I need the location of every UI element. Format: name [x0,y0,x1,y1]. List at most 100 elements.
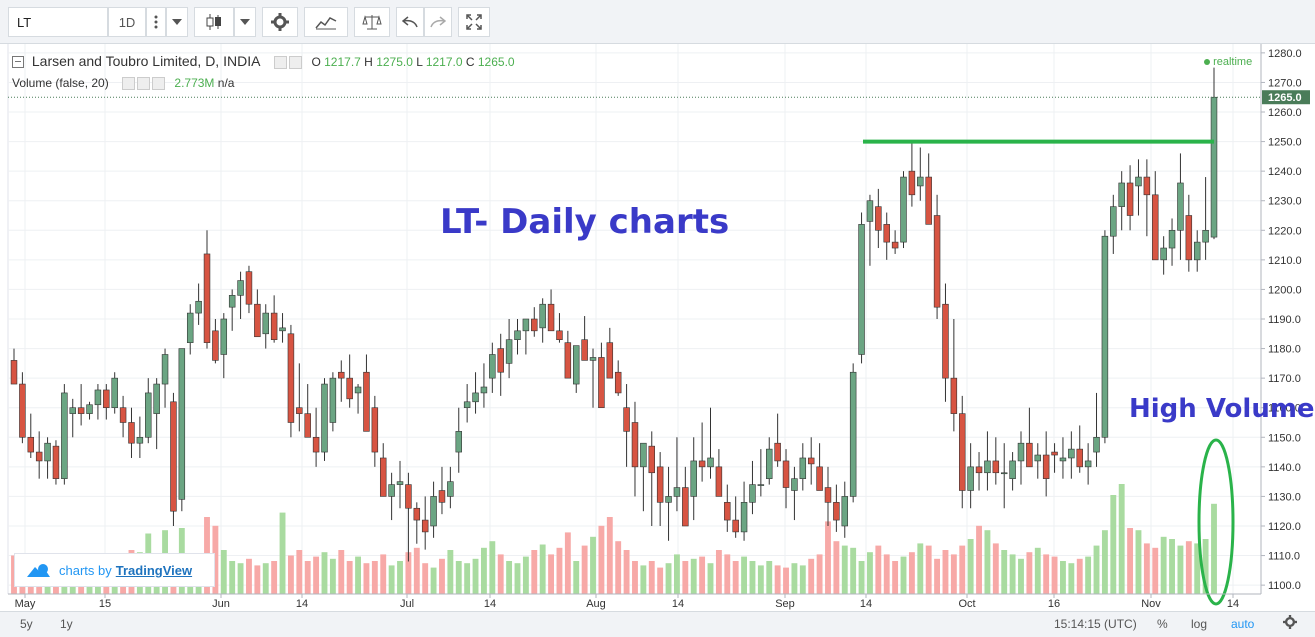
volume-bar [632,561,638,594]
fullscreen-icon[interactable] [458,7,490,37]
volume-bar [959,545,966,594]
volume-bar [808,558,815,594]
eye-icon-2[interactable] [122,77,136,91]
candle-body [933,215,941,308]
time-tick-label: 16 [1048,598,1060,610]
realtime-dot-icon [1204,59,1210,66]
volume-bar [1060,561,1066,594]
volume-bar [816,554,823,594]
candle-body [1210,96,1218,238]
volume-bar [606,517,613,594]
volume-bar [741,556,748,594]
indicators-icon[interactable] [304,7,348,37]
redo-icon[interactable] [424,7,452,37]
candle-body [304,413,311,438]
price-chart[interactable]: 1100.0 1110.0 1120.0 1130.0 1140.0 1150.0 1160… [0,44,1315,614]
eye-icon[interactable] [273,55,287,69]
settings-small-icon[interactable] [288,55,302,69]
price-tick-label: 1170.0 [1268,373,1301,385]
price-tick-label: 1200.0 [1268,284,1302,296]
range-1y-button[interactable]: 1y [60,617,73,631]
more-vertical-icon[interactable] [146,7,166,37]
candle-body [967,466,974,491]
candle-body [52,445,60,479]
candle-body [782,460,790,488]
candles [10,67,1218,562]
time-axis: May 15 Jun 14 Jul 14 Aug 14 Sep 14 Oct 16 Nov 14 [8,593,1261,610]
candle-body [44,442,51,462]
candle-body [1118,182,1125,207]
price-tick-label: 1210.0 [1268,255,1302,267]
volume-bar [321,552,328,594]
low-label: L [416,55,423,69]
candle-body [791,478,798,491]
candle-body [682,487,689,527]
volume-bar [665,563,672,594]
candle-body [841,496,849,527]
volume-bar [1018,558,1024,594]
symbol-input[interactable]: LT [8,7,108,37]
compare-scale-icon[interactable] [354,7,390,37]
candle-body [94,389,102,406]
open-label: O [311,55,321,69]
high-volume-ellipse [1197,438,1235,606]
candle-body [992,460,1000,474]
settings-gear-icon[interactable] [1283,615,1297,632]
volume-bar [967,539,974,594]
undo-icon[interactable] [396,7,424,37]
annotation-overlays [8,96,1261,606]
collapse-icon[interactable] [12,56,24,69]
candle-body [749,484,756,503]
auto-toggle[interactable]: auto [1231,617,1255,631]
volume-bar [799,565,806,594]
range-5y-button[interactable]: 5y [20,617,33,631]
candle-body [665,496,672,503]
candle-body [329,377,337,423]
volume-bar [724,554,731,594]
volume-bar [682,561,689,594]
tradingview-badge[interactable]: charts by TradingView [14,553,215,587]
candle-body [237,280,244,296]
candle-body [178,348,186,500]
candle-body [950,377,958,414]
settings-small-icon-2[interactable] [137,77,151,91]
volume-bar [422,563,429,594]
chart-grid [7,44,1261,594]
chevron-down-icon-2[interactable] [234,7,256,37]
top-toolbar: LT 1D [0,0,1315,44]
close-small-icon[interactable] [152,77,166,91]
high-label: H [364,55,373,69]
volume-label: Volume (false, 20) [12,76,109,90]
candle-body [1202,229,1209,243]
volume-bar [942,550,949,594]
gear-icon[interactable] [262,7,298,37]
volume-bar [464,563,471,594]
candle-body [61,392,68,479]
candle-body [363,371,370,432]
candle-body [514,330,521,340]
volume-bar [992,543,999,594]
candle-body [883,224,890,243]
chevron-down-icon[interactable] [166,7,188,37]
candle-body [186,312,194,343]
interval-button[interactable]: 1D [108,7,146,37]
candle-body [270,312,278,340]
candle-body [279,327,286,332]
low-value: 1217.0 [425,55,463,69]
candles-style-icon[interactable] [194,7,234,37]
volume-bar [430,567,437,594]
volume-bar [472,558,479,594]
volume-bar [455,561,462,594]
candle-body [891,241,899,249]
candle-body [136,436,144,444]
volume-bar [371,561,378,594]
log-toggle[interactable]: log [1191,617,1208,631]
candle-body [1135,176,1142,187]
percent-toggle[interactable]: % [1157,617,1168,631]
time-tick-label: Nov [1141,598,1161,610]
volume-bar [976,525,982,594]
volume-bar [875,545,882,594]
candle-body [321,383,328,453]
candle-body [1076,448,1083,468]
candle-body [497,348,504,373]
